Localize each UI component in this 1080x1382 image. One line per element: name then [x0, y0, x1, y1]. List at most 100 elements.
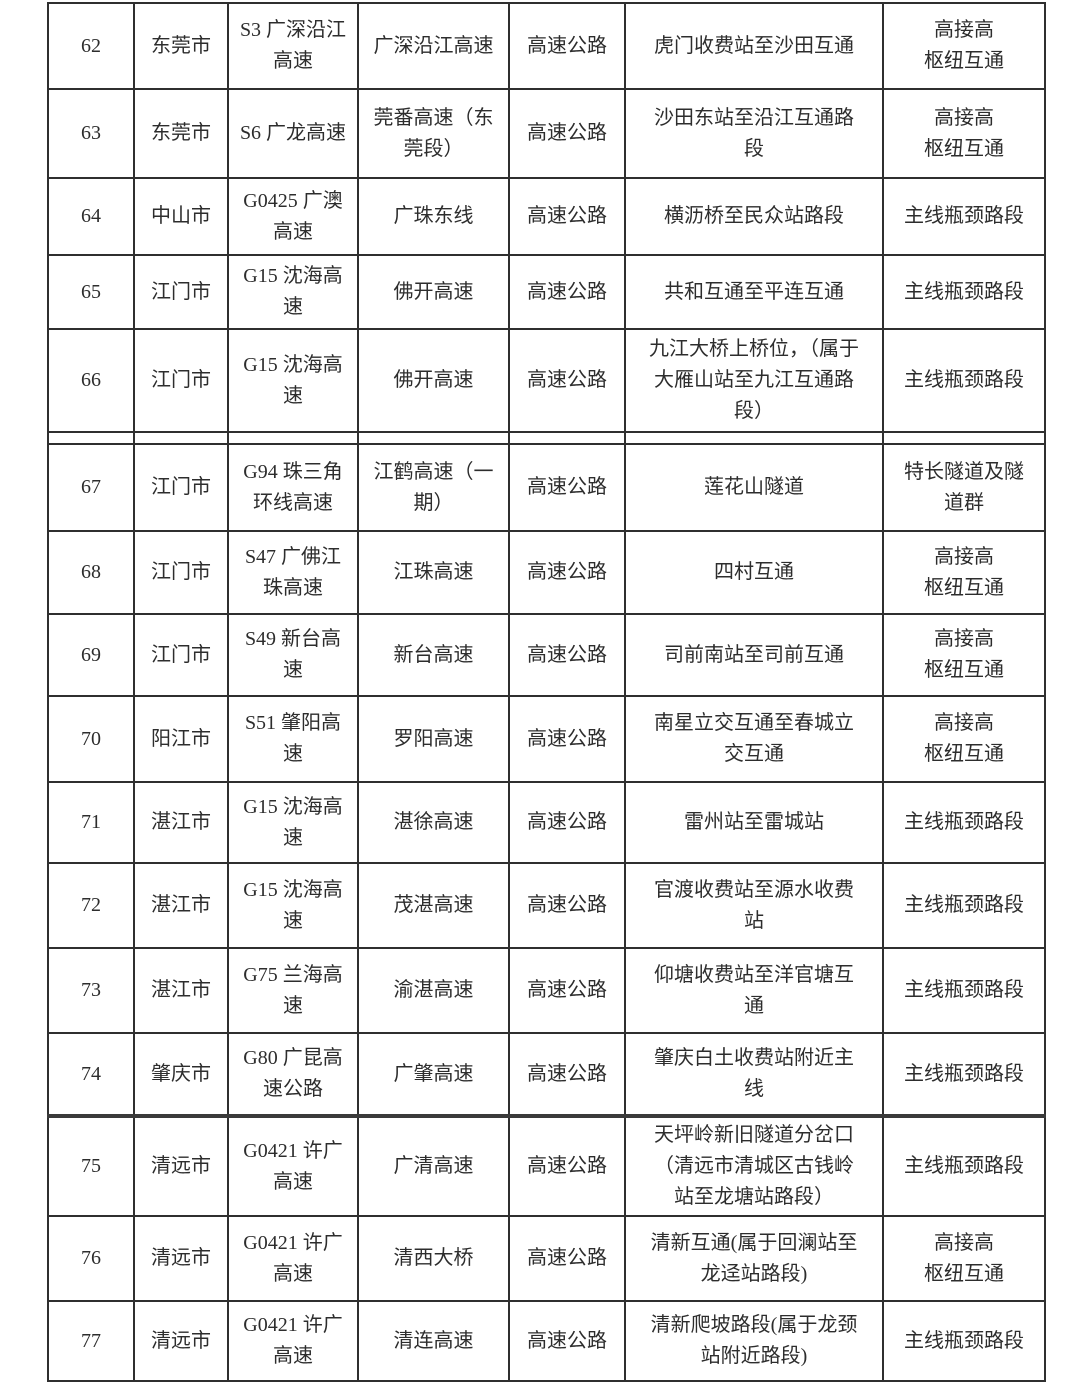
row-number-cell: 68 — [47, 530, 135, 615]
section-cell: 清新互通(属于回澜站至 龙迳站路段) — [624, 1215, 884, 1302]
row-number-cell: 74 — [47, 1032, 135, 1117]
route-code-cell: G0421 许广 高速 — [227, 1215, 359, 1302]
city-cell: 清远市 — [133, 1215, 229, 1302]
table-row: 72 湛江市 G15 沈海高 速 茂湛高速 高速公路 官渡收费站至源水收费 站 … — [47, 862, 1046, 949]
category-cell: 主线瓶颈路段 — [882, 781, 1046, 864]
route-code-cell: G15 沈海高 速 — [227, 781, 359, 864]
table-row: 77 清远市 G0421 许广 高速 清连高速 高速公路 清新爬坡路段(属于龙颈… — [47, 1300, 1046, 1382]
stitch-gap-cell — [357, 431, 510, 445]
category-cell: 主线瓶颈路段 — [882, 328, 1046, 433]
table-row: 69 江门市 S49 新台高 速 新台高速 高速公路 司前南站至司前互通 高接高… — [47, 613, 1046, 697]
table-row: 70 阳江市 S51 肇阳高 速 罗阳高速 高速公路 南星立交互通至春城立 交互… — [47, 695, 1046, 783]
row-number-cell: 76 — [47, 1215, 135, 1302]
road-type-cell: 高速公路 — [508, 862, 626, 949]
table-row: 73 湛江市 G75 兰海高 速 渝湛高速 高速公路 仰塘收费站至洋官塘互 通 … — [47, 947, 1046, 1034]
road-type-cell: 高速公路 — [508, 328, 626, 433]
table-row: 74 肇庆市 G80 广昆高 速公路 广肇高速 高速公路 肇庆白土收费站附近主 … — [47, 1032, 1046, 1117]
row-number-cell: 67 — [47, 443, 135, 532]
route-code-cell: S47 广佛江 珠高速 — [227, 530, 359, 615]
table-row: 76 清远市 G0421 许广 高速 清西大桥 高速公路 清新互通(属于回澜站至… — [47, 1215, 1046, 1302]
table-body: 62 东莞市 S3 广深沿江高速 广深沿江高速 高速公路 虎门收费站至沙田互通 … — [47, 2, 1046, 1382]
road-name-cell: 清西大桥 — [357, 1215, 510, 1302]
city-cell: 阳江市 — [133, 695, 229, 783]
row-number-cell: 73 — [47, 947, 135, 1034]
road-name-cell: 新台高速 — [357, 613, 510, 697]
row-number-cell: 69 — [47, 613, 135, 697]
city-cell: 湛江市 — [133, 947, 229, 1034]
section-cell: 莲花山隧道 — [624, 443, 884, 532]
category-cell: 高接高 枢纽互通 — [882, 2, 1046, 90]
road-type-cell: 高速公路 — [508, 695, 626, 783]
route-code-cell: G0421 许广 高速 — [227, 1300, 359, 1382]
road-type-cell: 高速公路 — [508, 177, 626, 256]
road-name-cell: 湛徐高速 — [357, 781, 510, 864]
row-number-cell: 75 — [47, 1114, 135, 1217]
road-type-cell: 高速公路 — [508, 2, 626, 90]
route-code-cell: G15 沈海高 速 — [227, 254, 359, 330]
road-name-cell: 广珠东线 — [357, 177, 510, 256]
document-page: 62 东莞市 S3 广深沿江高速 广深沿江高速 高速公路 虎门收费站至沙田互通 … — [47, 2, 1046, 1382]
city-cell: 江门市 — [133, 613, 229, 697]
stitch-gap-cell — [508, 431, 626, 445]
route-code-cell: S49 新台高 速 — [227, 613, 359, 697]
stitch-gap-cell — [227, 431, 359, 445]
route-code-cell: G75 兰海高 速 — [227, 947, 359, 1034]
table-row: 71 湛江市 G15 沈海高 速 湛徐高速 高速公路 雷州站至雷城站 主线瓶颈路… — [47, 781, 1046, 864]
city-cell: 江门市 — [133, 530, 229, 615]
city-cell: 江门市 — [133, 328, 229, 433]
stitch-gap-cell — [882, 431, 1046, 445]
road-type-cell: 高速公路 — [508, 947, 626, 1034]
road-type-cell: 高速公路 — [508, 530, 626, 615]
route-code-cell: G0421 许广 高速 — [227, 1114, 359, 1217]
city-cell: 东莞市 — [133, 2, 229, 90]
route-code-cell: G94 珠三角 环线高速 — [227, 443, 359, 532]
table-row: 64 中山市 G0425 广澳 高速 广珠东线 高速公路 横沥桥至民众站路段 主… — [47, 177, 1046, 256]
section-cell: 官渡收费站至源水收费 站 — [624, 862, 884, 949]
category-cell: 主线瓶颈路段 — [882, 1300, 1046, 1382]
row-number-cell: 63 — [47, 88, 135, 179]
section-cell: 肇庆白土收费站附近主 线 — [624, 1032, 884, 1117]
road-type-cell: 高速公路 — [508, 781, 626, 864]
category-cell: 高接高 枢纽互通 — [882, 613, 1046, 697]
road-name-cell: 广清高速 — [357, 1114, 510, 1217]
category-cell: 特长隧道及隧 道群 — [882, 443, 1046, 532]
road-name-cell: 罗阳高速 — [357, 695, 510, 783]
section-cell: 共和互通至平连互通 — [624, 254, 884, 330]
section-cell: 九江大桥上桥位，（属于 大雁山站至九江互通路 段） — [624, 328, 884, 433]
category-cell: 高接高 枢纽互通 — [882, 88, 1046, 179]
road-name-cell: 佛开高速 — [357, 328, 510, 433]
category-cell: 主线瓶颈路段 — [882, 947, 1046, 1034]
road-type-cell: 高速公路 — [508, 1300, 626, 1382]
section-cell: 四村互通 — [624, 530, 884, 615]
city-cell: 湛江市 — [133, 781, 229, 864]
row-number-cell: 70 — [47, 695, 135, 783]
road-name-cell: 茂湛高速 — [357, 862, 510, 949]
city-cell: 清远市 — [133, 1114, 229, 1217]
row-number-cell: 72 — [47, 862, 135, 949]
section-cell: 司前南站至司前互通 — [624, 613, 884, 697]
section-cell: 清新爬坡路段(属于龙颈 站附近路段) — [624, 1300, 884, 1382]
stitch-gap-row — [47, 431, 1046, 445]
road-type-cell: 高速公路 — [508, 1215, 626, 1302]
category-cell: 主线瓶颈路段 — [882, 862, 1046, 949]
category-cell: 主线瓶颈路段 — [882, 177, 1046, 256]
road-type-cell: 高速公路 — [508, 88, 626, 179]
road-name-cell: 佛开高速 — [357, 254, 510, 330]
road-name-cell: 江珠高速 — [357, 530, 510, 615]
section-cell: 雷州站至雷城站 — [624, 781, 884, 864]
row-number-cell: 71 — [47, 781, 135, 864]
route-code-cell: S6 广龙高速 — [227, 88, 359, 179]
section-cell: 虎门收费站至沙田互通 — [624, 2, 884, 90]
city-cell: 肇庆市 — [133, 1032, 229, 1117]
road-name-cell: 清连高速 — [357, 1300, 510, 1382]
road-name-cell: 广肇高速 — [357, 1032, 510, 1117]
row-number-cell: 64 — [47, 177, 135, 256]
route-code-cell: G80 广昆高 速公路 — [227, 1032, 359, 1117]
road-type-cell: 高速公路 — [508, 254, 626, 330]
section-cell: 沙田东站至沿江互通路 段 — [624, 88, 884, 179]
stitch-gap-cell — [624, 431, 884, 445]
city-cell: 江门市 — [133, 443, 229, 532]
road-name-cell: 莞番高速（东 莞段） — [357, 88, 510, 179]
table-row: 63 东莞市 S6 广龙高速 莞番高速（东 莞段） 高速公路 沙田东站至沿江互通… — [47, 88, 1046, 179]
category-cell: 高接高 枢纽互通 — [882, 1215, 1046, 1302]
